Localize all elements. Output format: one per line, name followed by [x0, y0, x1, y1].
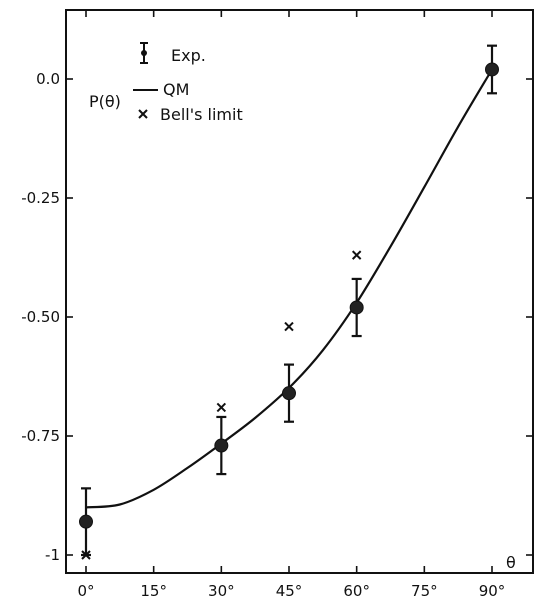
legend-exp-swatch — [140, 42, 148, 64]
x-tick-label: 75° — [411, 582, 438, 600]
y-tick-label: -1 — [45, 546, 60, 564]
experiment-point — [349, 300, 364, 315]
legend-exp-label: Exp. — [171, 46, 206, 65]
legend: Exp. QM Bell's limit — [133, 42, 243, 124]
x-tick-label: 15° — [140, 582, 167, 600]
x-tick-label: 0° — [77, 582, 94, 600]
legend-bell-swatch — [138, 109, 148, 119]
bell-limit-marker-stroke — [216, 402, 227, 413]
experiment-point — [214, 438, 229, 453]
plot-frame — [65, 9, 534, 574]
bell-limit-marker — [216, 402, 227, 413]
y-tick-label: -0.50 — [21, 308, 60, 326]
y-tick-label: -0.75 — [21, 427, 60, 445]
experiment-point — [282, 386, 296, 401]
experiment-points-group — [79, 44, 499, 557]
y-tick-label: 0.0 — [36, 70, 60, 88]
experiment-point — [79, 514, 93, 529]
tick-marks — [66, 10, 533, 573]
qm-theory-curve — [85, 68, 493, 509]
legend-bell-label: Bell's limit — [160, 105, 243, 124]
bell-limit-marker-stroke — [351, 250, 362, 260]
x-axis-label: θ — [506, 553, 516, 572]
bell-limit-marker — [81, 550, 91, 560]
bell-limit-marker-stroke — [284, 321, 294, 332]
bell-limit-points-group — [81, 250, 362, 560]
y-tick-label: -0.25 — [21, 189, 60, 207]
experiment-point — [485, 62, 499, 77]
y-axis-label: P(θ) — [89, 92, 121, 111]
x-tick-label: 30° — [208, 582, 235, 600]
bell-limit-marker — [351, 250, 362, 260]
bell-limit-marker-stroke — [81, 550, 91, 560]
plot-border — [65, 9, 534, 574]
qm-curve-group — [85, 68, 493, 509]
x-tick-label: 60° — [343, 582, 370, 600]
bell-limit-marker — [284, 321, 294, 332]
legend-qm-label: QM — [163, 80, 189, 99]
x-tick-label: 90° — [479, 582, 506, 600]
x-tick-label: 45° — [276, 582, 303, 600]
